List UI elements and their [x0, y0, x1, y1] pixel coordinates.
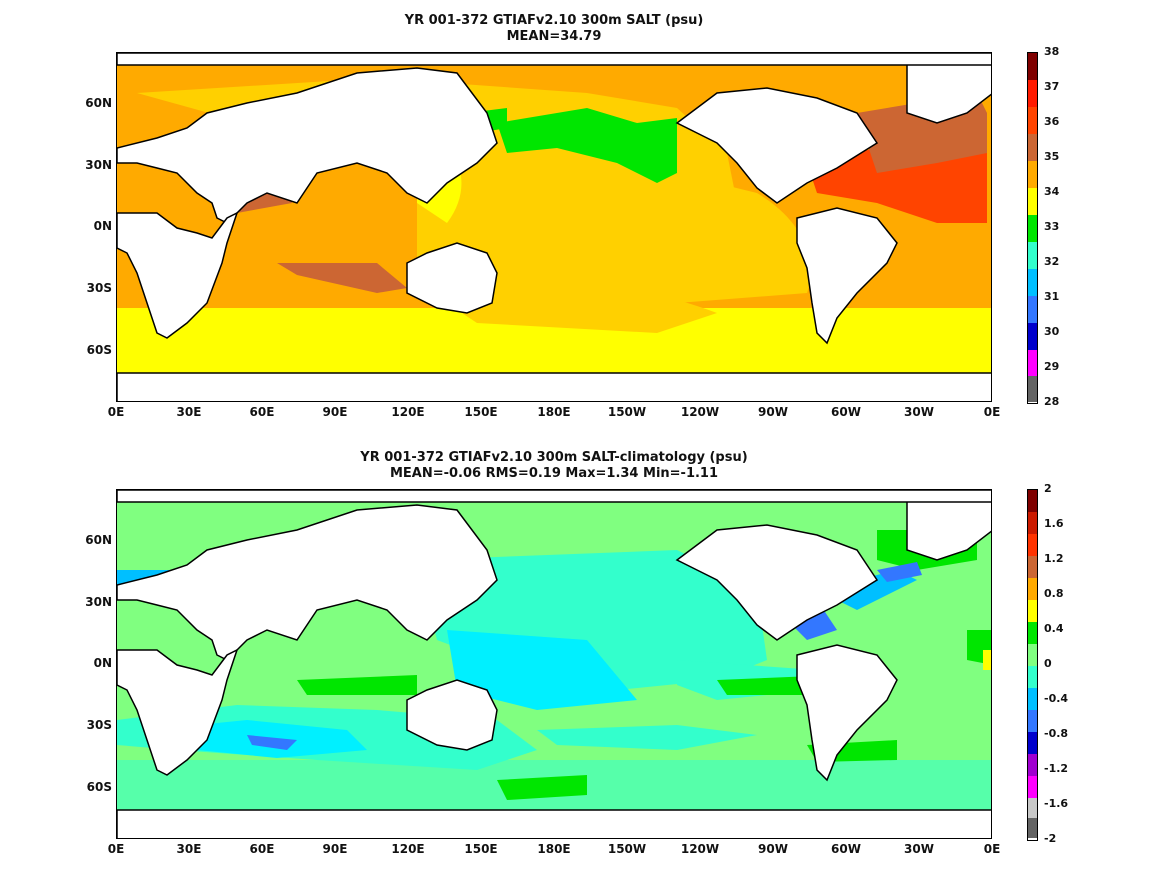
colorbar-label: 32 — [1044, 255, 1060, 268]
colorbar-segment — [1028, 215, 1037, 242]
title-line-2: MEAN=34.79 — [506, 29, 602, 44]
colorbar-label: 29 — [1044, 360, 1060, 373]
colorbar-segment — [1028, 242, 1037, 269]
lon-label: 30W — [904, 842, 934, 856]
lat-label: 60S — [86, 343, 112, 357]
colorbar-segment — [1028, 534, 1037, 556]
lon-label: 180E — [537, 405, 571, 419]
colorbar-segment — [1028, 490, 1037, 512]
title-line-2: MEAN=-0.06 RMS=0.19 Max=1.34 Min=-1.11 — [389, 466, 719, 481]
colorbar-segment — [1028, 188, 1037, 215]
lat-label: 60N — [85, 96, 112, 110]
colorbar-segment — [1028, 688, 1037, 710]
lon-label: 180E — [537, 842, 571, 856]
colorbar-label: -1.2 — [1044, 762, 1069, 775]
colorbar-label: -0.4 — [1044, 692, 1069, 705]
colorbar-segment — [1028, 798, 1037, 818]
panel-title: YR 001-372 GTIAFv2.10 300m SALT (psu) ME… — [116, 13, 992, 45]
colorbar-segment — [1028, 80, 1037, 107]
colorbar-label: 33 — [1044, 220, 1060, 233]
panel-title: YR 001-372 GTIAFv2.10 300m SALT-climatol… — [116, 450, 992, 482]
lon-label: 90W — [758, 842, 788, 856]
colorbar — [1027, 52, 1038, 404]
colorbar-segment — [1028, 296, 1037, 323]
title-line-1: YR 001-372 GTIAFv2.10 300m SALT-climatol… — [360, 450, 748, 465]
colorbar-label: 35 — [1044, 150, 1060, 163]
anomaly-panel: YR 001-372 GTIAFv2.10 300m SALT-climatol… — [0, 437, 1167, 875]
colorbar-label: 28 — [1044, 395, 1060, 408]
colorbar-label: 30 — [1044, 325, 1060, 338]
lat-label: 30N — [85, 595, 112, 609]
colorbar-segment — [1028, 622, 1037, 644]
colorbar-label: 1.6 — [1044, 517, 1064, 530]
lon-label: 60E — [249, 405, 275, 419]
colorbar-label: 36 — [1044, 115, 1060, 128]
colorbar-segment — [1028, 350, 1037, 376]
lon-label: 150E — [464, 842, 498, 856]
lon-label: 30W — [904, 405, 934, 419]
lon-label: 60E — [249, 842, 275, 856]
colorbar-segment — [1028, 161, 1037, 188]
title-line-1: YR 001-372 GTIAFv2.10 300m SALT (psu) — [404, 13, 704, 28]
lat-label: 0N — [93, 656, 112, 670]
colorbar-segment — [1028, 666, 1037, 688]
lon-label: 120W — [680, 405, 720, 419]
colorbar-label: 2 — [1044, 482, 1052, 495]
salinity-map — [116, 52, 992, 402]
lon-label: 150W — [607, 405, 647, 419]
lat-label: 60S — [86, 780, 112, 794]
lon-label: 0E — [107, 842, 125, 856]
lon-label: 0E — [983, 842, 1001, 856]
lon-label: 120E — [391, 405, 425, 419]
lon-label: 150W — [607, 842, 647, 856]
colorbar-segment — [1028, 754, 1037, 776]
colorbar-segment — [1028, 600, 1037, 622]
colorbar — [1027, 489, 1038, 841]
colorbar-label: 0 — [1044, 657, 1052, 670]
lon-label: 0E — [983, 405, 1001, 419]
lat-label: 60N — [85, 533, 112, 547]
colorbar-segment — [1028, 323, 1037, 350]
lon-label: 90W — [758, 405, 788, 419]
lon-label: 30E — [176, 842, 202, 856]
colorbar-segment — [1028, 578, 1037, 600]
colorbar-label: 37 — [1044, 80, 1060, 93]
colorbar-label: -0.8 — [1044, 727, 1069, 740]
colorbar-label: 1.2 — [1044, 552, 1064, 565]
lon-label: 60W — [831, 405, 861, 419]
lon-label: 60W — [831, 842, 861, 856]
colorbar-segment — [1028, 710, 1037, 732]
colorbar-segment — [1028, 776, 1037, 798]
colorbar-label: 0.8 — [1044, 587, 1064, 600]
colorbar-segment — [1028, 556, 1037, 578]
lon-label: 90E — [322, 842, 348, 856]
colorbar-segment — [1028, 644, 1037, 666]
lon-label: 0E — [107, 405, 125, 419]
colorbar-segment — [1028, 107, 1037, 134]
lon-label: 150E — [464, 405, 498, 419]
colorbar-segment — [1028, 269, 1037, 296]
colorbar-segment — [1028, 376, 1037, 402]
lat-label: 30S — [86, 718, 112, 732]
anomaly-map — [116, 489, 992, 839]
colorbar-label: 38 — [1044, 45, 1060, 58]
colorbar-segment — [1028, 512, 1037, 534]
colorbar-segment — [1028, 818, 1037, 838]
colorbar-label: -2 — [1044, 832, 1057, 845]
lon-label: 120E — [391, 842, 425, 856]
colorbar-label: 31 — [1044, 290, 1060, 303]
colorbar-segment — [1028, 53, 1037, 80]
lat-label: 0N — [93, 219, 112, 233]
lat-label: 30N — [85, 158, 112, 172]
colorbar-segment — [1028, 134, 1037, 161]
colorbar-label: 0.4 — [1044, 622, 1064, 635]
lat-label: 30S — [86, 281, 112, 295]
colorbar-segment — [1028, 732, 1037, 754]
colorbar-label: -1.6 — [1044, 797, 1069, 810]
lon-label: 90E — [322, 405, 348, 419]
colorbar-label: 34 — [1044, 185, 1060, 198]
lon-label: 120W — [680, 842, 720, 856]
salinity-panel: YR 001-372 GTIAFv2.10 300m SALT (psu) ME… — [0, 0, 1167, 437]
lon-label: 30E — [176, 405, 202, 419]
